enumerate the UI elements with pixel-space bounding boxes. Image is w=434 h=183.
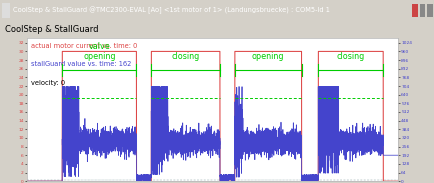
Text: actual motor current vs. time: 0: actual motor current vs. time: 0 [31, 43, 137, 49]
Bar [419, 4, 424, 17]
Text: closing: closing [171, 52, 199, 61]
Text: velocity: 0: velocity: 0 [31, 80, 65, 86]
Text: stallGuard value vs. time: 162: stallGuard value vs. time: 162 [31, 61, 131, 67]
Bar [2, 3, 10, 18]
Text: valve
opening: valve opening [83, 42, 115, 61]
Text: opening: opening [251, 52, 284, 61]
Text: CoolStep & StallGuard: CoolStep & StallGuard [5, 25, 99, 34]
Text: CoolStep & StallGuard @TMC2300-EVAL [Ao] <1st motor of 1> (Landungsbruecke) : CO: CoolStep & StallGuard @TMC2300-EVAL [Ao]… [13, 6, 329, 14]
Text: closing: closing [336, 52, 364, 61]
Bar [426, 4, 432, 17]
Bar [411, 4, 417, 17]
